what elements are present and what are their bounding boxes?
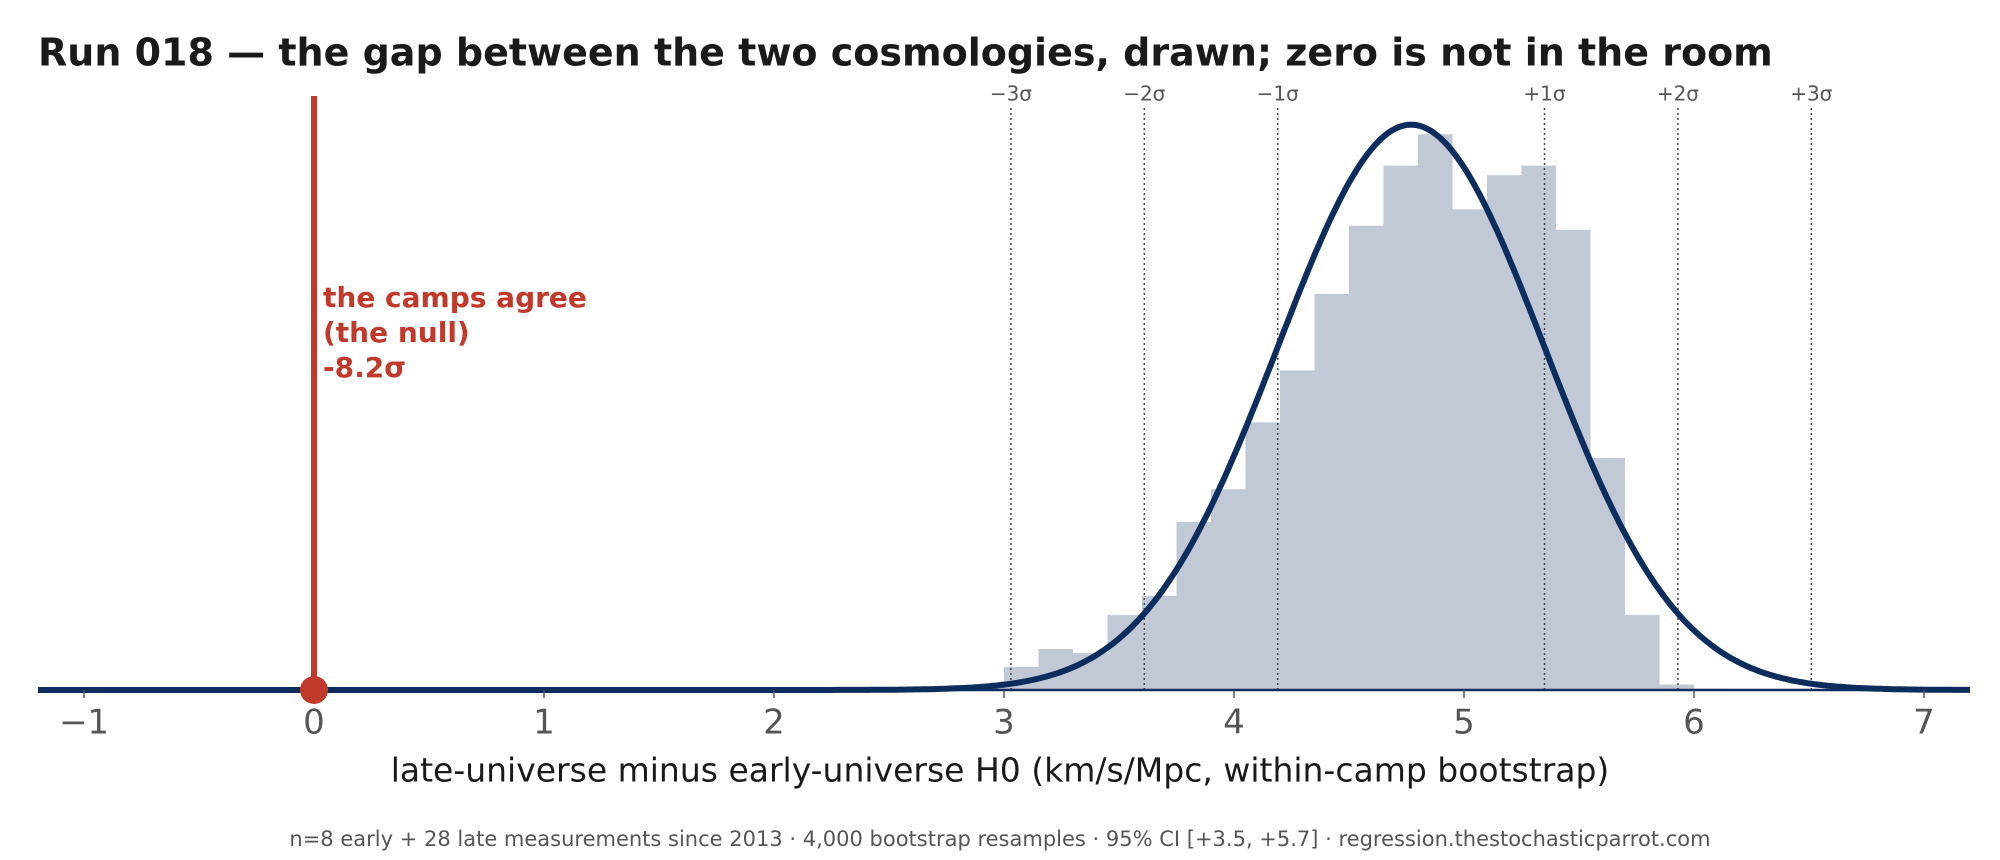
histogram-bar — [1280, 370, 1315, 690]
histogram-bar — [1349, 225, 1384, 691]
x-tick-label: 2 — [763, 703, 785, 743]
sigma-label: −3σ — [990, 82, 1032, 106]
x-axis-label: late-universe minus early-universe H0 (k… — [391, 751, 1610, 790]
histogram-bar — [1383, 165, 1418, 691]
histogram-bar — [1659, 684, 1694, 690]
x-tick-label: 0 — [303, 703, 325, 743]
histogram-bar — [1314, 294, 1349, 690]
sigma-label: −2σ — [1123, 82, 1165, 106]
x-tick-label: −1 — [59, 703, 109, 743]
histogram-bar — [1176, 522, 1211, 690]
null-annotation: (the null) — [323, 316, 470, 349]
histogram-bar — [1452, 209, 1487, 690]
histogram-bar — [1245, 422, 1280, 690]
x-tick-label: 3 — [993, 703, 1015, 743]
sigma-label: +3σ — [1790, 82, 1832, 106]
sigma-label: +1σ — [1523, 82, 1565, 106]
histogram-bar — [1521, 165, 1556, 691]
chart-title: Run 018 — the gap between the two cosmol… — [38, 31, 1773, 75]
null-annotation: -8.2σ — [323, 351, 406, 384]
x-tick-label: 4 — [1223, 703, 1245, 743]
histogram-bar — [1487, 175, 1522, 690]
sigma-label: −1σ — [1257, 82, 1299, 106]
fit-curve — [38, 121, 1970, 693]
x-tick-label: 7 — [1913, 703, 1935, 743]
x-tick-label: 6 — [1683, 703, 1705, 743]
histogram-bar — [1625, 614, 1660, 690]
histogram-bar — [1211, 489, 1246, 690]
null-marker — [300, 676, 328, 704]
x-tick-label: 1 — [533, 703, 555, 743]
null-annotation: the camps agree — [323, 281, 587, 314]
x-tick-label: 5 — [1453, 703, 1475, 743]
histogram-bar — [1556, 229, 1591, 691]
histogram-bar — [1418, 134, 1453, 690]
footnote: n=8 early + 28 late measurements since 2… — [289, 827, 1710, 851]
sigma-label: +2σ — [1657, 82, 1699, 106]
histogram-bar — [1107, 614, 1142, 690]
